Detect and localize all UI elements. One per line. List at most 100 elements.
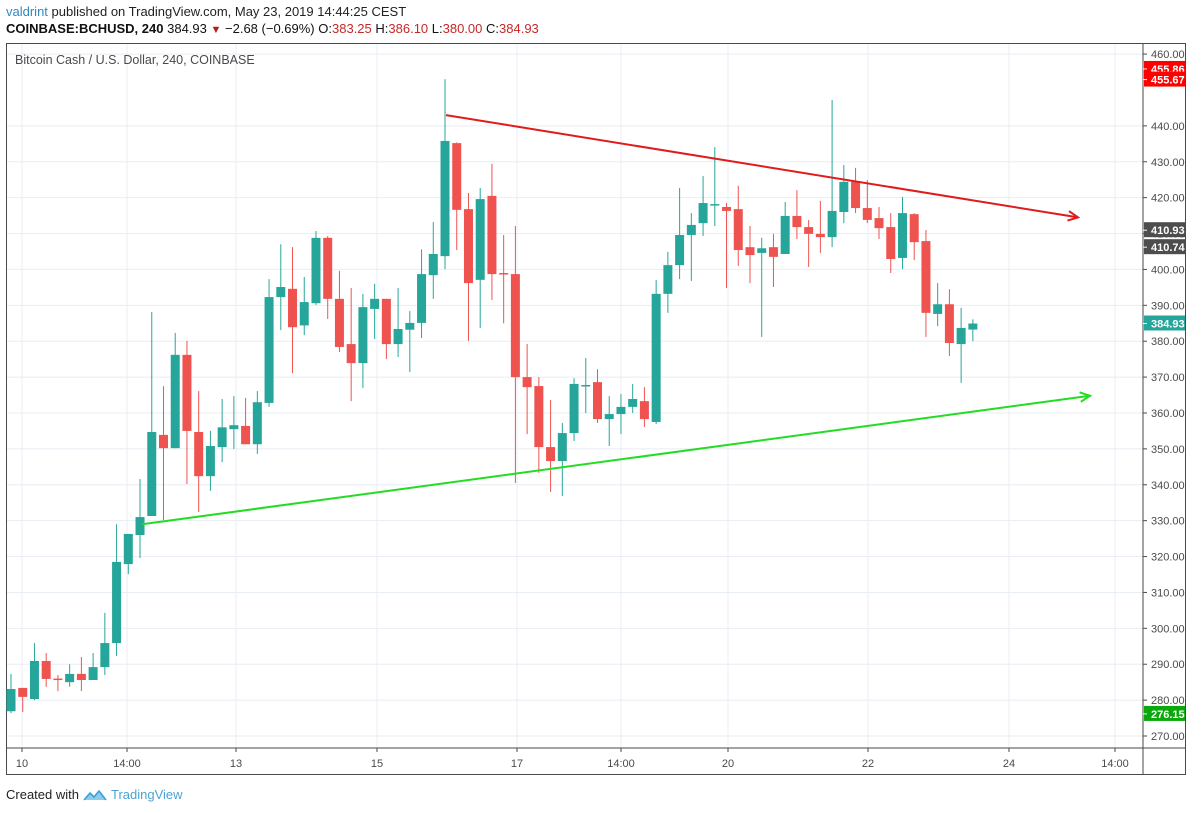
candle-body bbox=[29, 660, 39, 700]
candle-body bbox=[757, 248, 767, 253]
candle-body bbox=[780, 215, 790, 254]
candle-body bbox=[733, 209, 743, 251]
candle-down bbox=[745, 226, 755, 284]
price-label-badge: 455.67 bbox=[1143, 71, 1185, 87]
author-link[interactable]: valdrint bbox=[6, 4, 48, 19]
candle-down bbox=[194, 391, 204, 513]
candle-body bbox=[405, 322, 415, 330]
candle-up bbox=[757, 237, 767, 337]
candle-down bbox=[452, 142, 462, 251]
close-label: C: bbox=[486, 21, 500, 36]
candle-up bbox=[393, 288, 403, 358]
price-tick-label: 360.00 bbox=[1151, 408, 1185, 420]
tradingview-logo-icon bbox=[83, 789, 107, 801]
candle-body bbox=[745, 247, 755, 256]
candle-up bbox=[440, 79, 450, 270]
candle-body bbox=[874, 218, 884, 229]
time-tick-label: 17 bbox=[511, 758, 523, 770]
candle-up bbox=[557, 423, 567, 496]
candle-body bbox=[557, 433, 567, 462]
candle-body bbox=[569, 383, 579, 434]
price-tick-label: 370.00 bbox=[1151, 372, 1185, 384]
candle-body bbox=[487, 195, 497, 275]
candle-down bbox=[768, 233, 778, 288]
price-label-badge: 276.15 bbox=[1143, 705, 1185, 721]
candle-body bbox=[252, 402, 262, 445]
resistance-trendline[interactable] bbox=[445, 114, 1081, 222]
candle-body bbox=[839, 181, 849, 213]
high-value: 386.10 bbox=[388, 21, 429, 36]
candle-body bbox=[428, 253, 438, 276]
candle-up bbox=[264, 279, 274, 407]
time-axis[interactable]: 10 14:00 13 15 17 14:00 20 22 24 14:00 bbox=[7, 747, 1186, 770]
time-tick-label: 14:00 bbox=[113, 758, 141, 770]
candle-body bbox=[475, 199, 485, 280]
candle-body bbox=[639, 401, 649, 420]
candle-up bbox=[698, 176, 708, 237]
candle-up bbox=[88, 653, 98, 681]
candle-down bbox=[639, 387, 649, 427]
candle-body bbox=[897, 213, 907, 258]
candle-up bbox=[147, 312, 157, 516]
support-trendline[interactable] bbox=[141, 391, 1093, 526]
price-label-bg bbox=[1144, 315, 1185, 331]
candle-body bbox=[698, 203, 708, 224]
price-tick-label: 430.00 bbox=[1151, 157, 1185, 169]
candle-down bbox=[546, 400, 556, 492]
price-label-bg bbox=[1144, 71, 1185, 87]
time-tick-label: 14:00 bbox=[1101, 758, 1129, 770]
publish-info: valdrint published on TradingView.com, M… bbox=[6, 4, 406, 19]
candle-up bbox=[205, 430, 215, 491]
candle-up bbox=[686, 213, 696, 281]
candle-body bbox=[510, 274, 520, 378]
close-value: 384.93 bbox=[499, 21, 539, 36]
candle-down bbox=[804, 219, 814, 267]
candle-up bbox=[370, 283, 380, 340]
price-label-badge: 384.93 bbox=[1143, 315, 1185, 331]
price-tick-label: 310.00 bbox=[1151, 587, 1185, 599]
candle-body bbox=[804, 227, 814, 234]
candle-body bbox=[76, 673, 86, 681]
candle-up bbox=[651, 279, 661, 425]
candle-down bbox=[921, 229, 931, 337]
candle-body bbox=[686, 224, 696, 235]
price-label-bg bbox=[1144, 705, 1185, 721]
chart-legend-title: Bitcoin Cash / U.S. Dollar, 240, COINBAS… bbox=[15, 53, 255, 67]
candle-body bbox=[158, 434, 168, 449]
candle-body bbox=[334, 298, 344, 347]
price-label-text: 410.74 bbox=[1151, 242, 1186, 254]
price-tick-label: 400.00 bbox=[1151, 264, 1185, 276]
candle-down bbox=[851, 167, 861, 214]
candle-down bbox=[815, 200, 825, 253]
candle-body bbox=[217, 427, 227, 448]
price-label-text: 276.15 bbox=[1151, 709, 1185, 721]
candle-down bbox=[862, 180, 872, 224]
candle-down bbox=[381, 298, 391, 360]
price-label-text: 455.67 bbox=[1151, 75, 1185, 87]
tradingview-brand-link[interactable]: TradingView bbox=[110, 787, 183, 802]
low-value: 380.00 bbox=[442, 21, 483, 36]
candle-body bbox=[135, 517, 145, 536]
price-tick-label: 460.00 bbox=[1151, 49, 1185, 61]
trendlines[interactable] bbox=[141, 114, 1093, 526]
candle-up bbox=[569, 378, 579, 441]
candle-body bbox=[123, 533, 133, 565]
price-tick-label: 300.00 bbox=[1151, 623, 1185, 635]
candle-down bbox=[522, 344, 532, 435]
candle-up bbox=[663, 251, 673, 313]
candle-up bbox=[616, 393, 626, 435]
candle-body bbox=[651, 293, 661, 422]
candle-body bbox=[851, 181, 861, 209]
time-tick-label: 10 bbox=[16, 758, 28, 770]
candle-body bbox=[499, 273, 509, 275]
candle-down bbox=[886, 213, 896, 274]
candle-up bbox=[29, 643, 39, 701]
symbol-info-bar: COINBASE:BCHUSD, 240 384.93 ▼ −2.68 (−0.… bbox=[6, 21, 539, 36]
candle-body bbox=[170, 354, 180, 449]
price-label-bg bbox=[1144, 222, 1185, 238]
price-axis[interactable]: 270.00 280.00 290.00 300.00 310.00 320.00 330.… bbox=[1142, 44, 1186, 775]
price-tick-label: 390.00 bbox=[1151, 300, 1185, 312]
candle-body bbox=[862, 208, 872, 220]
candle-body bbox=[909, 214, 919, 243]
